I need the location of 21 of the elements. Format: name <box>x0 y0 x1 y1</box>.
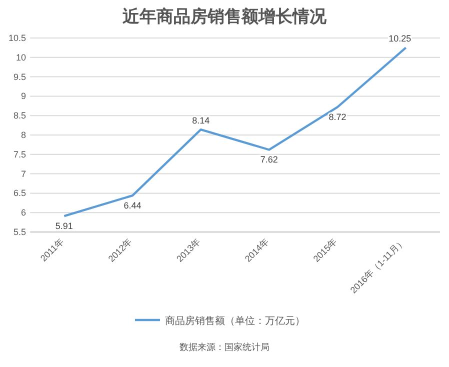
y-tick-label: 5.5 <box>13 227 26 237</box>
legend-label: 商品房销售额（单位：万亿元） <box>165 315 305 327</box>
y-tick-label: 7.5 <box>13 149 26 160</box>
data-label: 8.14 <box>192 116 210 126</box>
y-tick-label: 10 <box>16 52 26 62</box>
y-tick-label: 9.5 <box>13 72 26 82</box>
data-label: 8.72 <box>328 112 346 122</box>
y-tick-label: 10.5 <box>8 33 26 43</box>
y-tick-label: 8 <box>20 130 26 140</box>
y-tick-label: 6 <box>20 208 26 218</box>
y-tick-label: 7 <box>20 168 26 179</box>
data-label: 7.62 <box>260 154 278 165</box>
line-series <box>63 46 407 218</box>
data-label: 5.91 <box>55 221 73 232</box>
y-tick-label: 8.5 <box>13 110 26 121</box>
source-note: 数据来源：国家统计局 <box>180 342 270 352</box>
chart-title: 近年商品房销售额增长情况 <box>122 7 328 26</box>
data-label: 6.44 <box>124 200 142 211</box>
data-label: 10.25 <box>388 34 412 44</box>
y-tick-label: 6.5 <box>13 188 26 198</box>
y-tick-label: 9 <box>20 91 26 102</box>
